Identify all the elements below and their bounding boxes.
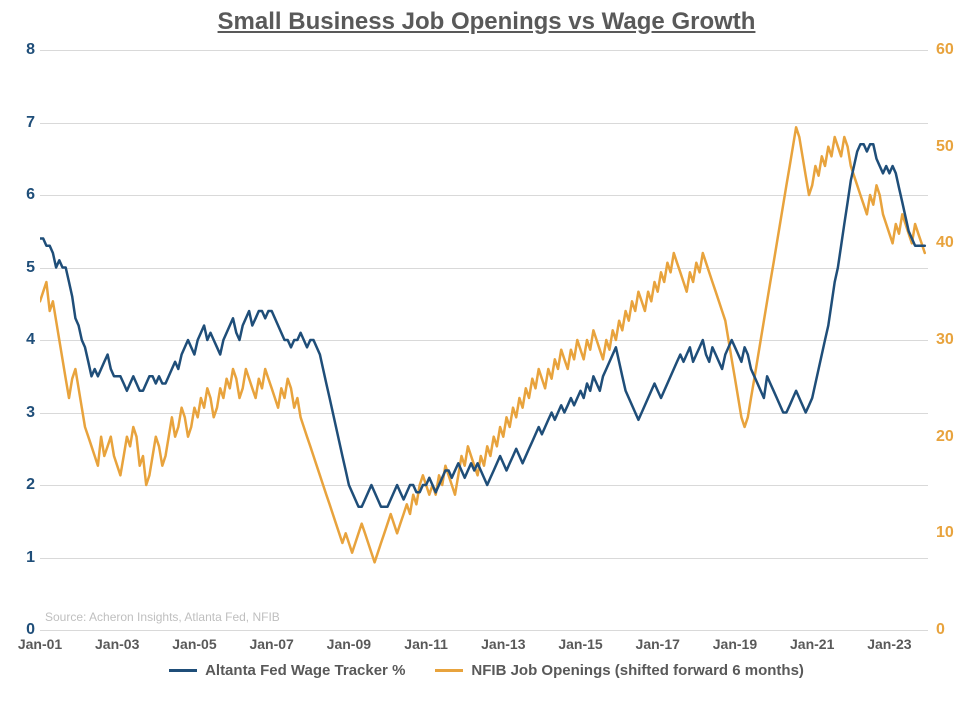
y-right-tick: 50 [936, 138, 954, 156]
y-right-tick: 0 [936, 621, 945, 639]
plot-area [40, 50, 928, 630]
chart-title: Small Business Job Openings vs Wage Grow… [0, 8, 973, 36]
legend-swatch [435, 669, 463, 672]
y-right-tick: 40 [936, 234, 954, 252]
series-atlanta-fed-wage-tracker [40, 144, 925, 507]
y-left-tick: 7 [10, 114, 35, 132]
y-right-tick: 60 [936, 41, 954, 59]
legend-item: NFIB Job Openings (shifted forward 6 mon… [435, 662, 804, 679]
x-tick: Jan-11 [404, 636, 448, 652]
x-tick: Jan-23 [867, 636, 911, 652]
legend: Altanta Fed Wage Tracker % NFIB Job Openi… [0, 662, 973, 679]
x-tick: Jan-05 [172, 636, 216, 652]
x-tick: Jan-07 [249, 636, 293, 652]
x-tick: Jan-21 [790, 636, 834, 652]
x-tick: Jan-15 [558, 636, 602, 652]
y-left-tick: 6 [10, 186, 35, 204]
y-left-tick: 4 [10, 331, 35, 349]
legend-label: NFIB Job Openings (shifted forward 6 mon… [471, 662, 804, 679]
y-left-tick: 3 [10, 404, 35, 422]
x-tick: Jan-03 [95, 636, 139, 652]
y-left-tick: 5 [10, 259, 35, 277]
x-tick: Jan-09 [327, 636, 371, 652]
y-left-tick: 8 [10, 41, 35, 59]
x-tick: Jan-19 [713, 636, 757, 652]
legend-item: Altanta Fed Wage Tracker % [169, 662, 405, 679]
series-nfib-job-openings [40, 127, 925, 562]
x-tick: Jan-17 [636, 636, 680, 652]
legend-label: Altanta Fed Wage Tracker % [205, 662, 405, 679]
source-text: Source: Acheron Insights, Atlanta Fed, N… [45, 610, 280, 624]
y-left-tick: 1 [10, 549, 35, 567]
gridline [40, 630, 928, 631]
y-right-tick: 30 [936, 331, 954, 349]
chart-container: Small Business Job Openings vs Wage Grow… [0, 0, 973, 709]
legend-swatch [169, 669, 197, 672]
y-right-tick: 10 [936, 524, 954, 542]
x-tick: Jan-13 [481, 636, 525, 652]
y-right-tick: 20 [936, 428, 954, 446]
line-svg [40, 50, 928, 630]
y-left-tick: 2 [10, 476, 35, 494]
x-tick: Jan-01 [18, 636, 62, 652]
